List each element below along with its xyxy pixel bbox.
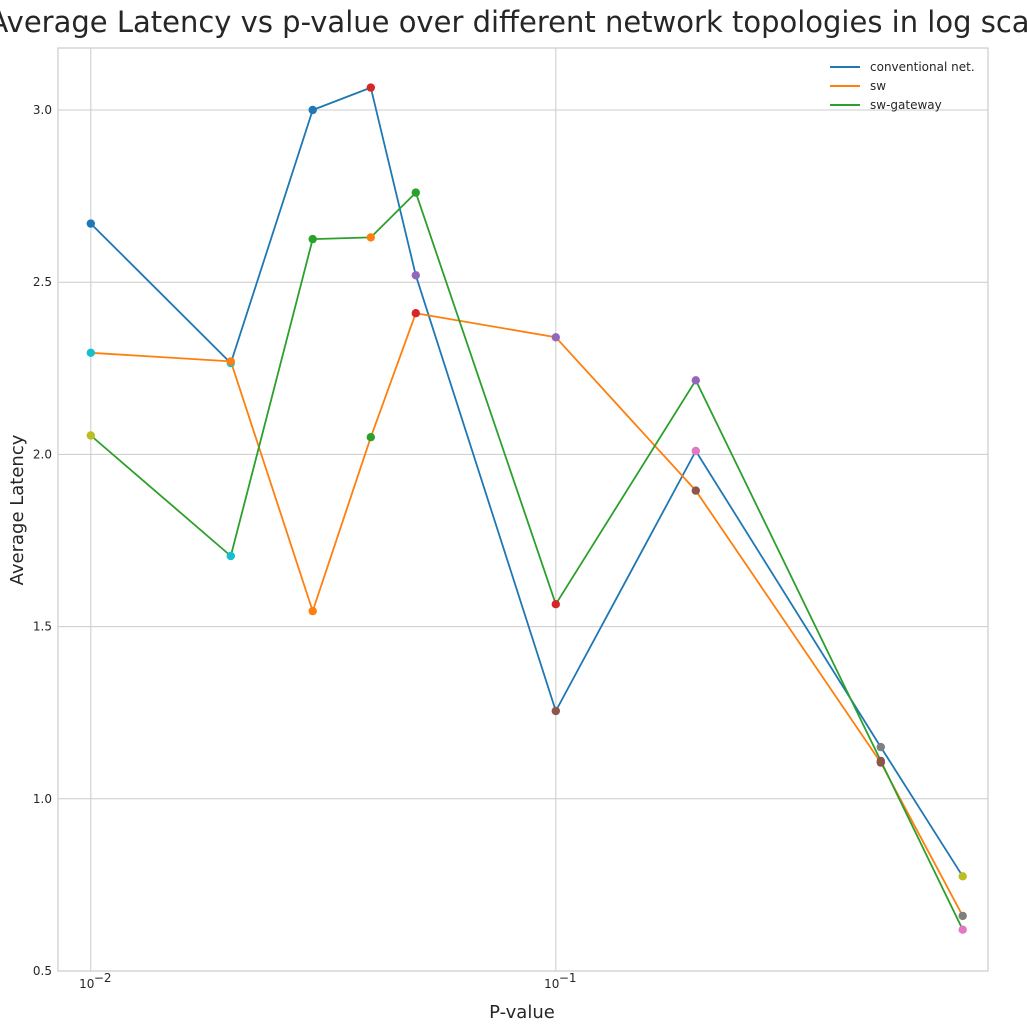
data-point	[691, 376, 700, 385]
data-point	[691, 486, 700, 495]
data-point	[366, 233, 375, 242]
series-line-1	[90, 312, 964, 917]
y-tick-label: 1.0	[33, 792, 52, 806]
x-axis-label: P-value	[489, 1002, 555, 1023]
data-point	[551, 706, 560, 716]
data-point	[958, 925, 967, 934]
data-point	[308, 234, 317, 244]
data-point	[551, 600, 560, 609]
data-point	[86, 348, 96, 357]
legend: conventional net. sw sw-gateway	[830, 60, 975, 112]
data-point	[86, 431, 96, 440]
data-point	[876, 742, 885, 752]
data-point	[411, 309, 420, 318]
y-tick-label: 2.5	[33, 275, 52, 289]
series-lines	[90, 86, 964, 931]
chart-title: Average Latency vs p-value over differen…	[0, 5, 1027, 39]
data-point	[86, 219, 96, 228]
data-point	[226, 357, 235, 366]
y-axis-label: Average Latency	[7, 434, 28, 585]
legend-label-sw-gateway: sw-gateway	[870, 98, 942, 112]
y-tick-label: 0.5	[33, 964, 52, 978]
data-point	[308, 105, 317, 115]
data-point	[411, 271, 420, 280]
data-point	[958, 911, 967, 921]
series-line-0	[90, 86, 964, 877]
x-tick-label: 10	[79, 977, 94, 991]
data-point	[411, 188, 420, 197]
data-point	[366, 433, 375, 442]
data-point	[226, 551, 235, 561]
tick-labels: 0.51.01.52.02.53.010 −2 10 −1	[33, 103, 577, 991]
y-tick-label: 1.5	[33, 620, 52, 634]
data-point	[308, 606, 317, 616]
legend-label-sw: sw	[870, 79, 886, 93]
data-point	[958, 872, 967, 881]
series-line-2	[90, 191, 964, 931]
series-markers	[86, 83, 967, 934]
plot-frame	[57, 47, 989, 972]
data-point	[551, 333, 560, 342]
data-point	[366, 83, 375, 92]
y-tick-label: 2.0	[33, 447, 52, 461]
x-tick-exponent: −2	[94, 971, 112, 985]
y-tick-label: 3.0	[33, 103, 52, 117]
grid	[58, 48, 988, 971]
x-tick-exponent: −1	[559, 971, 577, 985]
legend-label-conventional: conventional net.	[870, 60, 975, 74]
data-point	[876, 756, 885, 766]
x-tick-label: 10	[544, 977, 559, 991]
data-point	[691, 446, 700, 456]
